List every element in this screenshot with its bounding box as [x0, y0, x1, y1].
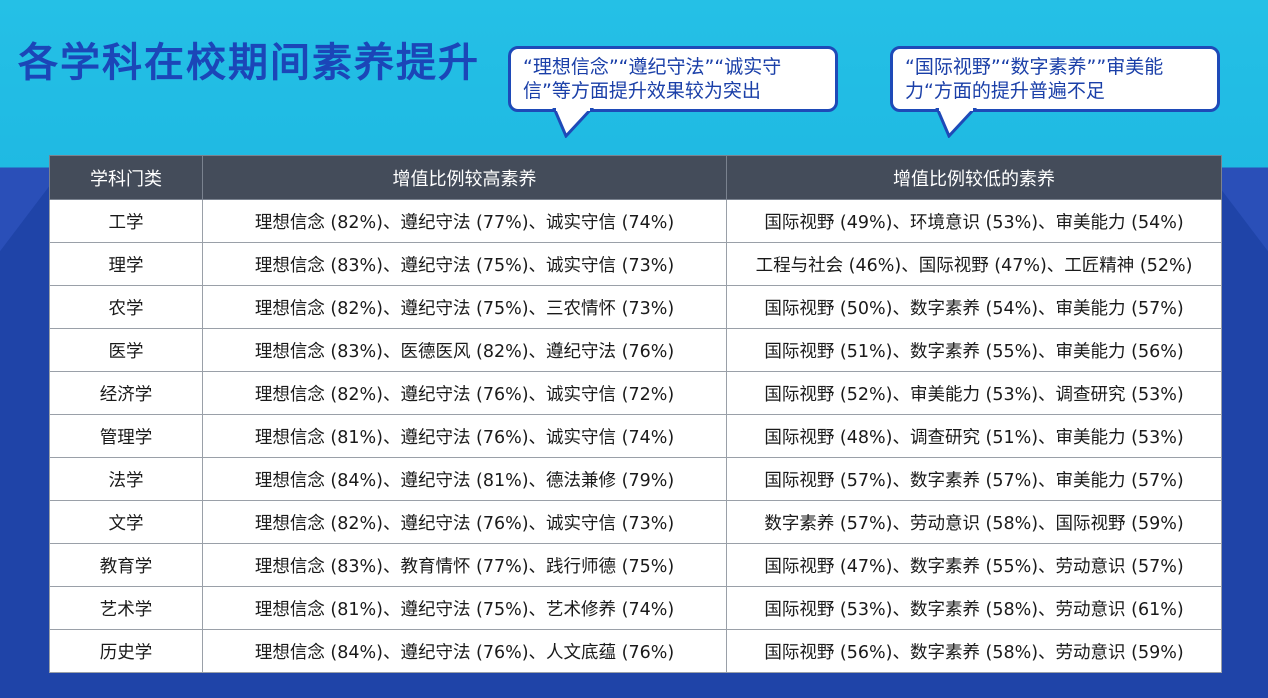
high-literacy-cell: 理想信念 (82%)、遵纪守法 (76%)、诚实守信 (72%) — [202, 371, 727, 415]
callout-tail — [935, 108, 981, 138]
high-literacy-cell: 理想信念 (83%)、遵纪守法 (75%)、诚实守信 (73%) — [202, 242, 727, 286]
low-literacy-cell: 国际视野 (56%)、数字素养 (58%)、劳动意识 (59%) — [726, 629, 1222, 673]
subject-cell: 工学 — [49, 199, 203, 243]
subject-cell: 历史学 — [49, 629, 203, 673]
callout-text: “理想信念”“遵纪守法”“诚实守信”等方面提升效果较为突出 — [523, 56, 782, 102]
high-literacy-cell: 理想信念 (83%)、医德医风 (82%)、遵纪守法 (76%) — [202, 328, 727, 372]
subject-cell: 经济学 — [49, 371, 203, 415]
low-literacy-cell: 国际视野 (53%)、数字素养 (58%)、劳动意识 (61%) — [726, 586, 1222, 630]
page-title: 各学科在校期间素养提升 — [18, 40, 480, 86]
high-literacy-cell: 理想信念 (84%)、遵纪守法 (76%)、人文底蕴 (76%) — [202, 629, 727, 673]
low-literacy-cell: 国际视野 (47%)、数字素养 (55%)、劳动意识 (57%) — [726, 543, 1222, 587]
subject-cell: 医学 — [49, 328, 203, 372]
high-literacy-cell: 理想信念 (84%)、遵纪守法 (81%)、德法兼修 (79%) — [202, 457, 727, 501]
high-literacy-cell: 理想信念 (82%)、遵纪守法 (75%)、三农情怀 (73%) — [202, 285, 727, 329]
low-literacy-cell: 国际视野 (50%)、数字素养 (54%)、审美能力 (57%) — [726, 285, 1222, 329]
high-literacy-cell: 理想信念 (81%)、遵纪守法 (75%)、艺术修养 (74%) — [202, 586, 727, 630]
low-literacy-cell: 国际视野 (48%)、调查研究 (51%)、审美能力 (53%) — [726, 414, 1222, 458]
subject-cell: 艺术学 — [49, 586, 203, 630]
table-row: 法学 理想信念 (84%)、遵纪守法 (81%)、德法兼修 (79%) 国际视野 (… — [49, 457, 1222, 501]
table-row: 医学 理想信念 (83%)、医德医风 (82%)、遵纪守法 (76%) 国际视野 (… — [49, 328, 1222, 372]
high-literacy-cell: 理想信念 (81%)、遵纪守法 (76%)、诚实守信 (74%) — [202, 414, 727, 458]
table-row: 教育学 理想信念 (83%)、教育情怀 (77%)、践行师德 (75%) 国际视野 … — [49, 543, 1222, 587]
column-header-subject: 学科门类 — [49, 155, 203, 200]
low-literacy-cell: 工程与社会 (46%)、国际视野 (47%)、工匠精神 (52%) — [726, 242, 1222, 286]
low-literacy-cell: 国际视野 (52%)、审美能力 (53%)、调查研究 (53%) — [726, 371, 1222, 415]
subject-cell: 农学 — [49, 285, 203, 329]
high-literacy-cell: 理想信念 (82%)、遵纪守法 (76%)、诚实守信 (73%) — [202, 500, 727, 544]
table-row: 农学 理想信念 (82%)、遵纪守法 (75%)、三农情怀 (73%) 国际视野 (… — [49, 285, 1222, 329]
column-header-high: 增值比例较高素养 — [202, 155, 727, 200]
high-literacy-cell: 理想信念 (83%)、教育情怀 (77%)、践行师德 (75%) — [202, 543, 727, 587]
table-row: 理学 理想信念 (83%)、遵纪守法 (75%)、诚实守信 (73%) 工程与社会 … — [49, 242, 1222, 286]
low-literacy-cell: 国际视野 (57%)、数字素养 (57%)、审美能力 (57%) — [726, 457, 1222, 501]
literacy-table: 学科门类 增值比例较高素养 增值比例较低的素养 工学 理想信念 (82%)、遵纪守… — [49, 155, 1222, 673]
low-literacy-cell: 国际视野 (49%)、环境意识 (53%)、审美能力 (54%) — [726, 199, 1222, 243]
callout-bubble-strengths: “理想信念”“遵纪守法”“诚实守信”等方面提升效果较为突出 — [508, 46, 838, 112]
table-row: 管理学 理想信念 (81%)、遵纪守法 (76%)、诚实守信 (74%) 国际视野 … — [49, 414, 1222, 458]
callout-tail — [552, 108, 598, 138]
column-header-low: 增值比例较低的素养 — [726, 155, 1222, 200]
table-row: 文学 理想信念 (82%)、遵纪守法 (76%)、诚实守信 (73%) 数字素养 (… — [49, 500, 1222, 544]
table-row: 经济学 理想信念 (82%)、遵纪守法 (76%)、诚实守信 (72%) 国际视野 … — [49, 371, 1222, 415]
subject-cell: 文学 — [49, 500, 203, 544]
subject-cell: 法学 — [49, 457, 203, 501]
callout-text: “国际视野”“数字素养””审美能力“方面的提升普遍不足 — [905, 56, 1164, 102]
low-literacy-cell: 数字素养 (57%)、劳动意识 (58%)、国际视野 (59%) — [726, 500, 1222, 544]
low-literacy-cell: 国际视野 (51%)、数字素养 (55%)、审美能力 (56%) — [726, 328, 1222, 372]
table-row: 历史学 理想信念 (84%)、遵纪守法 (76%)、人文底蕴 (76%) 国际视野 … — [49, 629, 1222, 673]
subject-cell: 理学 — [49, 242, 203, 286]
table-row: 工学 理想信念 (82%)、遵纪守法 (77%)、诚实守信 (74%) 国际视野 (… — [49, 199, 1222, 243]
table-header-row: 学科门类 增值比例较高素养 增值比例较低的素养 — [49, 155, 1222, 200]
table-row: 艺术学 理想信念 (81%)、遵纪守法 (75%)、艺术修养 (74%) 国际视野 … — [49, 586, 1222, 630]
callout-bubble-weaknesses: “国际视野”“数字素养””审美能力“方面的提升普遍不足 — [890, 46, 1220, 112]
subject-cell: 管理学 — [49, 414, 203, 458]
subject-cell: 教育学 — [49, 543, 203, 587]
high-literacy-cell: 理想信念 (82%)、遵纪守法 (77%)、诚实守信 (74%) — [202, 199, 727, 243]
